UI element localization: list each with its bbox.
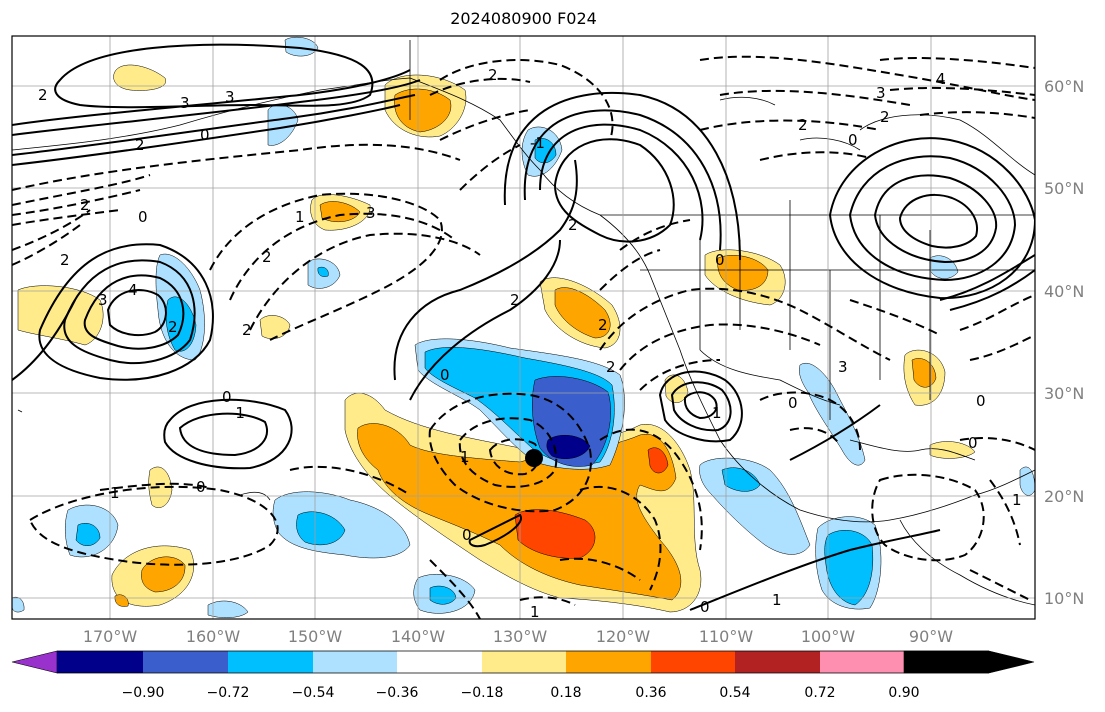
latitude-label: 30°N	[1044, 384, 1084, 403]
colorbar-segment	[143, 651, 228, 673]
latitude-label: 20°N	[1044, 487, 1084, 506]
map-plot-area: 2 3 2 0 3 2 2 3 4 2 0 2 1 2 3 0 2 -1 0 1…	[12, 36, 1035, 621]
colorbar-tick-label: 0.18	[550, 685, 581, 701]
colorbar-extend-high	[903, 650, 1035, 674]
longitude-label: 100°W	[801, 627, 856, 646]
contour-label: 2	[568, 216, 578, 234]
colorbar-tick-label: −0.36	[376, 685, 419, 701]
contour-label: 0	[788, 394, 798, 412]
latitude-label: 50°N	[1044, 179, 1084, 198]
contour-label: 0	[700, 598, 710, 616]
longitude-label: 90°W	[909, 627, 953, 646]
contour-label: 2	[880, 108, 890, 126]
contour-label: 3	[180, 94, 190, 112]
solid-contours	[12, 43, 1035, 611]
colorbar-segment	[566, 651, 651, 673]
map-frame	[11, 35, 1036, 620]
colorbar-tick-label: 0.90	[888, 685, 919, 701]
colorbar-extend-low	[11, 650, 58, 674]
contour-label: 1	[295, 208, 305, 226]
longitude-label: 120°W	[596, 627, 651, 646]
contour-label: 4	[128, 281, 138, 299]
reference-point-marker	[525, 449, 543, 467]
contour-label: 2	[606, 358, 616, 376]
contour-label: 2	[242, 321, 252, 339]
colorbar-segment	[820, 651, 904, 673]
contour-label: 1	[1012, 491, 1022, 509]
colorbar-tick-label: 0.36	[635, 685, 666, 701]
contour-label: -1	[230, 404, 245, 422]
contour-label: 0	[462, 526, 472, 544]
contour-label: 2	[168, 318, 178, 336]
contour-label: 3	[838, 358, 848, 376]
longitude-label: 170°W	[83, 627, 138, 646]
colorbar-ticks: −0.90 −0.72 −0.54 −0.36 −0.18 0.18 0.36 …	[122, 685, 920, 701]
contour-label: 0	[715, 251, 725, 269]
colorbar-tick-label: −0.18	[461, 685, 504, 701]
contour-label: 2	[135, 136, 145, 154]
longitude-axis: 170°W 160°W 150°W 140°W 130°W 120°W 110°…	[83, 627, 953, 646]
contour-label: 1	[772, 591, 782, 609]
contour-label: 3	[225, 88, 235, 106]
contour-label: 2	[510, 291, 520, 309]
colorbar-segment	[313, 651, 397, 673]
colorbar-segment	[228, 651, 313, 673]
colorbar-tick-label: −0.72	[207, 685, 250, 701]
colorbar-segment	[651, 651, 735, 673]
longitude-label: 150°W	[288, 627, 343, 646]
contour-label: 2	[598, 316, 608, 334]
colorbar-segment	[397, 651, 482, 673]
contour-label: 2	[38, 86, 48, 104]
contour-label: 1	[110, 484, 120, 502]
contour-label: 0	[440, 366, 450, 384]
longitude-label: 130°W	[493, 627, 548, 646]
colorbar-tick-label: 0.54	[719, 685, 750, 701]
contour-label: 0	[976, 392, 986, 410]
longitude-label: 140°W	[391, 627, 446, 646]
contour-label: 2	[262, 248, 272, 266]
contour-label: 2	[60, 251, 70, 269]
map-title: 2024080900 F024	[450, 9, 597, 28]
contour-label: 1	[460, 448, 470, 466]
colorbar	[11, 650, 1035, 674]
latitude-label: 40°N	[1044, 282, 1084, 301]
colorbar-tick-label: −0.54	[292, 685, 335, 701]
contour-label: 0	[138, 208, 148, 226]
colorbar-segment	[735, 651, 820, 673]
contour-label: 2	[798, 116, 808, 134]
contour-label: 0	[968, 434, 978, 452]
colorbar-segment	[482, 651, 566, 673]
latitude-axis: 60°N 50°N 40°N 30°N 20°N 10°N	[1044, 77, 1084, 608]
contour-label: 3	[98, 291, 108, 309]
colorbar-tick-label: −0.90	[122, 685, 165, 701]
latitude-label: 60°N	[1044, 77, 1084, 96]
contour-label: 2	[488, 66, 498, 84]
dashed-contours	[12, 55, 1035, 619]
longitude-label: 110°W	[699, 627, 754, 646]
colorbar-segment	[57, 651, 143, 673]
contour-label: 3	[366, 204, 376, 222]
graticule	[12, 36, 1035, 619]
latitude-label: 10°N	[1044, 589, 1084, 608]
contour-label: 3	[876, 84, 886, 102]
longitude-label: 160°W	[186, 627, 241, 646]
contour-label: 1	[530, 603, 540, 621]
contour-label: -1	[530, 134, 545, 152]
contour-label: 0	[200, 126, 210, 144]
contour-label: 0	[196, 478, 206, 496]
contour-labels: 2 3 2 0 3 2 2 3 4 2 0 2 1 2 3 0 2 -1 0 1…	[38, 66, 1022, 621]
contour-label: 2	[80, 196, 90, 214]
contour-label: 0	[848, 131, 858, 149]
contour-label: 4	[936, 70, 946, 88]
contour-label: 0	[222, 388, 232, 406]
contour-label: 1	[712, 404, 722, 422]
colorbar-tick-label: 0.72	[804, 685, 835, 701]
